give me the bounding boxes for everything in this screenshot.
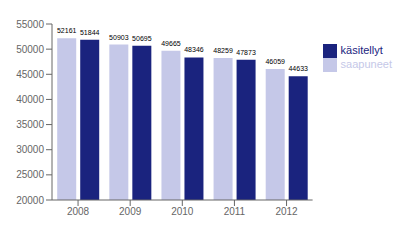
- html-text:saapuneet: saapuneet: [340, 58, 392, 71]
- html-text:käsitellyt: käsitellyt: [340, 44, 383, 56]
- svg-text:50000: 50000: [16, 44, 44, 55]
- svg-text:44633: 44633: [288, 65, 308, 72]
- svg-text:47873: 47873: [236, 49, 256, 56]
- svg-text:35000: 35000: [16, 119, 44, 130]
- svg-text:2011: 2011: [224, 206, 246, 217]
- svg-text:40000: 40000: [16, 94, 44, 105]
- svg-text:45000: 45000: [16, 69, 44, 80]
- svg-text:2008: 2008: [67, 206, 90, 217]
- svg-text:48259: 48259: [213, 47, 233, 54]
- svg-text:20000: 20000: [16, 195, 44, 206]
- svg-text:2010: 2010: [171, 206, 194, 217]
- svg-text:2009: 2009: [119, 206, 142, 217]
- svg-text:55000: 55000: [16, 19, 44, 30]
- svg-text:50903: 50903: [109, 34, 129, 41]
- svg-text:49665: 49665: [161, 40, 181, 47]
- svg-text:48346: 48346: [184, 46, 204, 53]
- svg-text:30000: 30000: [16, 144, 44, 155]
- svg-text:25000: 25000: [16, 169, 44, 180]
- svg-text:50695: 50695: [132, 35, 152, 42]
- svg-text:2012: 2012: [275, 206, 298, 217]
- svg-text:52161: 52161: [57, 27, 77, 34]
- svg-text:46059: 46059: [265, 58, 285, 65]
- svg-text:51844: 51844: [80, 29, 100, 36]
